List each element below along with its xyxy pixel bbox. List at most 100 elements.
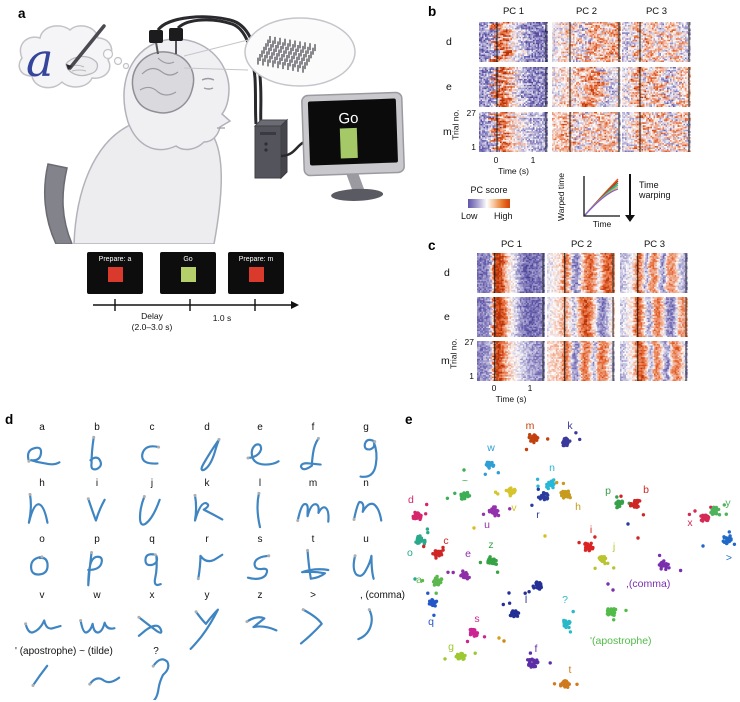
letter-stroke-v	[24, 619, 62, 634]
cluster-label-apostrophe: '(apostrophe)	[590, 635, 652, 647]
letter-stroke-i	[86, 497, 106, 522]
letter-label-u: u	[363, 534, 369, 545]
cluster-label-z: z	[488, 539, 493, 551]
letter-stroke-t	[301, 548, 330, 580]
go-duration-label: 1.0 s	[212, 313, 232, 323]
monitor-stand	[346, 173, 366, 193]
letter-label-d: d	[204, 422, 210, 433]
warp-ylabel: Warped time	[556, 173, 566, 221]
apostrophe-tilde-label: ' (apostrophe) ~ (tilde)	[15, 646, 113, 657]
stray-dot	[606, 582, 610, 586]
letter-stroke-'	[31, 664, 49, 687]
tsne-cluster-plot: m k w ~ d v n r h u p b x y > o c e z a q s g l ? f t '(apostrophe)…	[407, 420, 737, 689]
cluster-label-a: a	[416, 574, 422, 586]
cluster-apostrophe: '(apostrophe)	[590, 607, 652, 647]
cluster-m: m	[524, 420, 550, 452]
letter-label-,: , (comma)	[360, 590, 405, 601]
colorbar-low-label: Low	[461, 211, 478, 221]
letter-label-j: j	[150, 478, 154, 489]
electrode-array-pins	[257, 36, 316, 73]
letter-label-q: q	[149, 534, 155, 545]
panel-c-label: c	[428, 238, 436, 253]
heatmap-b-pc3-m	[622, 112, 691, 152]
cluster-label-j: j	[612, 541, 615, 553]
heatmap-c-pc3-e	[620, 297, 688, 337]
delay-range-label: (2.0–3.0 s)	[131, 322, 173, 332]
stray-dot	[701, 544, 705, 548]
cluster-label-g: g	[448, 641, 454, 653]
stray-dot	[502, 639, 506, 643]
cluster-label-?: ?	[562, 594, 568, 606]
letter-stroke-p	[87, 551, 103, 587]
letter-stroke-z	[245, 616, 278, 632]
brain	[131, 51, 195, 114]
letter-stroke-e	[246, 443, 280, 466]
cluster-k: k	[561, 420, 582, 448]
cluster-label-y: y	[725, 497, 731, 509]
letter-stroke-s	[246, 554, 271, 580]
letter-label-i: i	[95, 478, 99, 489]
brain-fold	[141, 67, 179, 76]
cluster-comma: ,(comma)	[626, 553, 683, 590]
letter-stroke-b	[89, 435, 103, 471]
cluster->: >	[721, 530, 737, 564]
letter-stroke-c	[141, 445, 161, 465]
trial-timeline: Prepare: a Go Prepare: m Delay (2.0–3.0 …	[85, 248, 315, 338]
time-warping-arrow	[629, 174, 631, 216]
go-target-square	[339, 127, 358, 159]
timeline-screen-prepare-a: Prepare: a	[87, 252, 143, 294]
timeline-screen-prepare-m: Prepare: m	[228, 252, 284, 294]
stray-dot	[472, 526, 476, 530]
trial-min: 1	[471, 142, 476, 152]
go-square	[180, 267, 196, 282]
letter-stroke-a	[26, 446, 61, 466]
trial-max: 27	[466, 108, 476, 118]
cluster-label-e: e	[465, 548, 471, 560]
cluster-x: x	[687, 505, 713, 529]
pc1-header-c: PC 1	[500, 239, 523, 250]
stray-dot	[543, 534, 547, 538]
stray-dot	[413, 577, 417, 581]
thought-bubble-dot	[102, 48, 114, 60]
stray-dot	[497, 636, 501, 640]
brain-fold	[139, 86, 177, 96]
monitor-cable	[280, 140, 305, 158]
letter-stroke-o	[29, 555, 49, 576]
letter-label-r: r	[205, 534, 209, 545]
pc2-header-c: PC 2	[570, 239, 593, 250]
letter-label-k: k	[204, 478, 210, 489]
heatmap-c-pc1-m	[477, 341, 545, 381]
heatmap-b-pc1-d	[479, 22, 548, 62]
computer-tower-side	[280, 118, 288, 180]
row-label-e-c: e	[444, 311, 450, 323]
delay-label: Delay	[141, 311, 163, 321]
row-label-d: d	[446, 36, 452, 48]
cluster-label->: >	[726, 552, 732, 564]
cluster-d: d	[408, 494, 429, 522]
letter-stroke-?	[151, 658, 170, 700]
letter-stroke-d	[200, 437, 221, 472]
implant-pedestal	[169, 28, 183, 41]
thought-bubble-dot	[122, 62, 130, 70]
letter-stroke-j	[138, 495, 161, 526]
eye	[203, 87, 214, 90]
letter-label-o: o	[39, 534, 45, 545]
stray-dot	[507, 591, 511, 595]
panel-a-illustration: Go a	[18, 15, 405, 244]
cluster-r: r	[530, 487, 550, 521]
letter-stroke-q	[144, 553, 162, 587]
cluster-o: o	[407, 527, 430, 559]
heatmap-c-pc2-e	[547, 297, 615, 337]
letter-label-f: f	[311, 422, 315, 433]
pc3-header-c: PC 3	[643, 239, 666, 250]
letter-stroke-f	[299, 436, 322, 471]
cluster-label-x: x	[687, 517, 693, 529]
prepare-square	[248, 267, 264, 282]
letter-label-n: n	[363, 478, 369, 489]
stray-dot	[626, 522, 630, 526]
thought-bubble-dot	[113, 56, 123, 66]
stray-dot	[611, 588, 615, 592]
cluster-q: q	[426, 591, 439, 628]
letter-stroke-y	[189, 608, 219, 650]
